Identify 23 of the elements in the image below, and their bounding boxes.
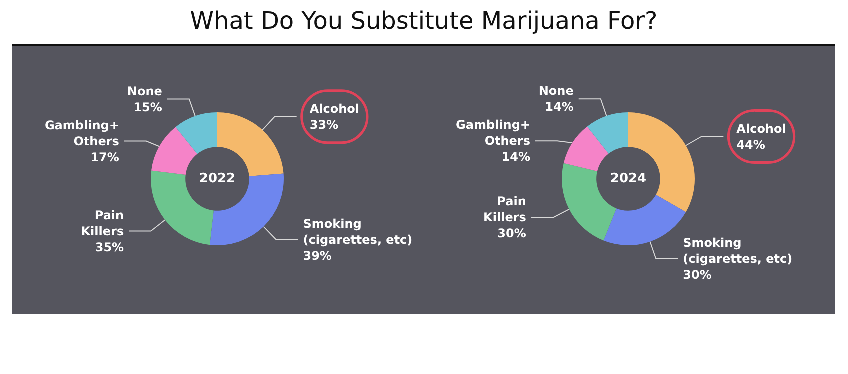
slice-label: Alcohol	[736, 122, 786, 136]
data-label: 30%	[683, 268, 712, 282]
data-label: 14%	[502, 150, 531, 164]
data-label: 17%	[90, 150, 120, 164]
data-label: 35%	[95, 240, 124, 254]
slice-label: Pain Killers	[81, 208, 124, 238]
data-label: 14%	[545, 100, 574, 114]
slice-label: Alcohol	[310, 102, 360, 116]
slice-label: Gambling+ Others	[44, 118, 120, 148]
data-label: 33%	[310, 118, 339, 132]
slice-label: None	[538, 84, 574, 98]
text: 2022	[199, 172, 236, 186]
data-label: 44%	[736, 138, 766, 152]
text: 2024	[610, 172, 647, 186]
slice-label: Smoking (cigarettes, etc)	[303, 216, 413, 247]
data-label: 30%	[498, 226, 526, 241]
slice-label: Gambling+ Others	[456, 118, 531, 148]
slice-label: Pain Killers	[484, 194, 526, 225]
slice-label: Smoking (cigarettes, etc)	[683, 236, 793, 266]
data-label: 15%	[134, 100, 162, 114]
chart-title: What Do You Substitute Marijuana For?	[189, 6, 659, 37]
data-label: 39%	[303, 248, 332, 263]
slice-label: None	[127, 84, 162, 98]
